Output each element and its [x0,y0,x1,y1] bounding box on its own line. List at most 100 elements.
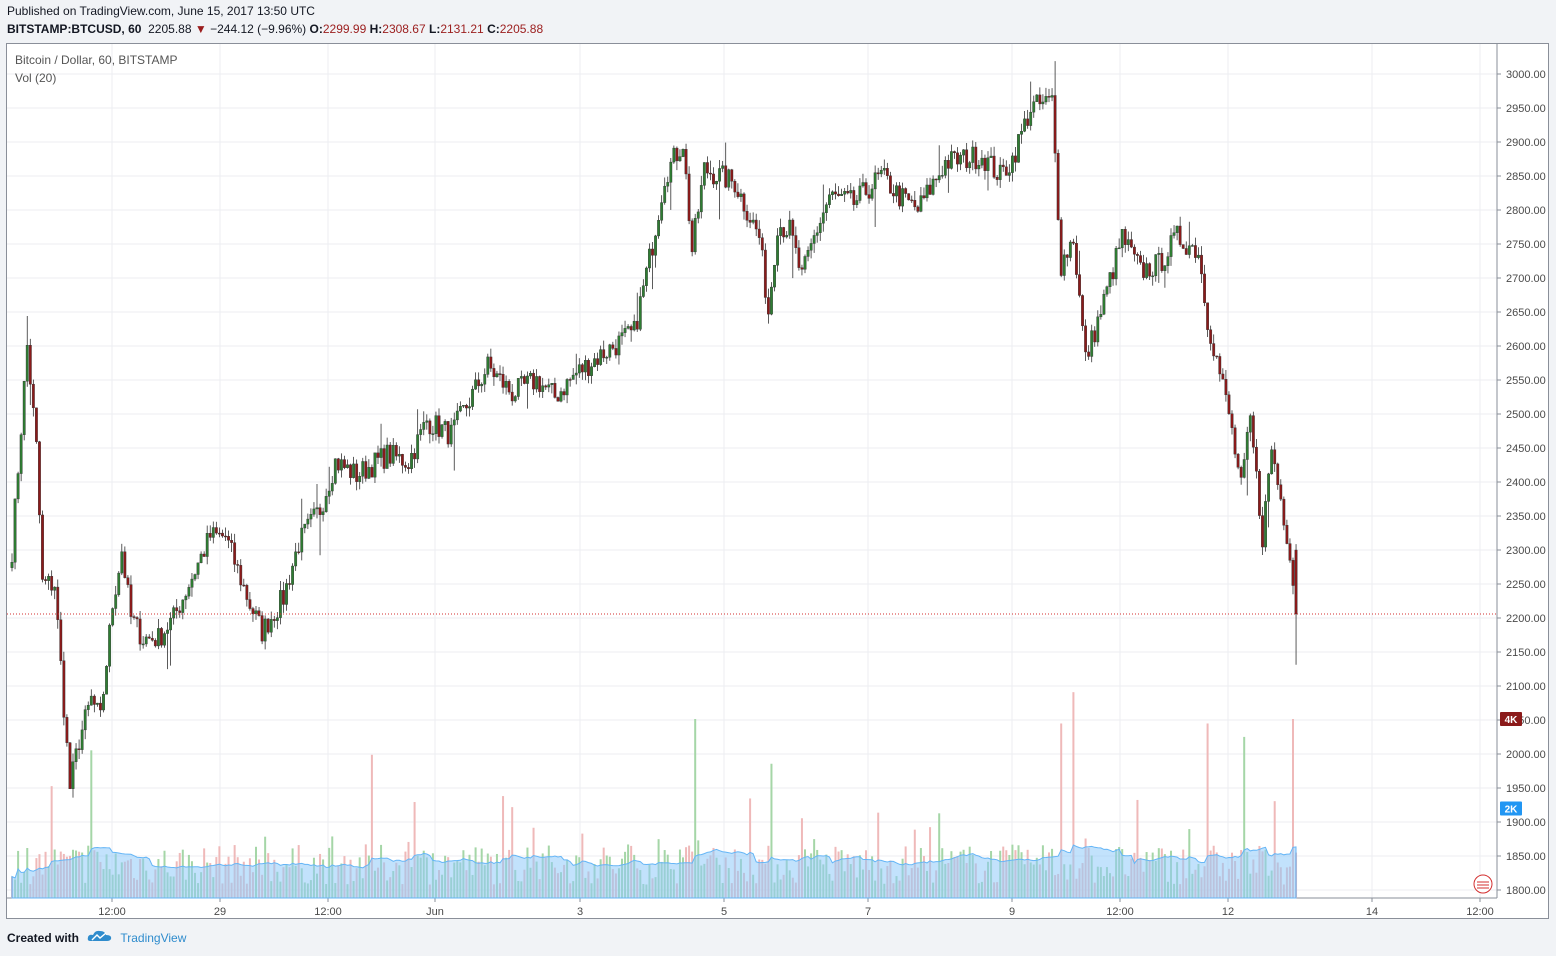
candle-up [312,502,316,517]
candle-down [1148,262,1152,281]
candle-body [263,618,267,642]
candle-down [221,529,224,538]
candle-body [678,156,682,162]
candle-body [855,200,859,205]
candle-down [995,175,999,186]
candle-body [553,383,557,398]
candle-body [1136,254,1139,256]
candle-up [486,353,490,378]
price-tick-label: 3000.00 [1506,69,1546,81]
candle-body [391,445,395,464]
candle-body [776,235,779,266]
grid [7,44,1497,898]
candle-down [724,142,728,189]
candle-down [364,455,368,482]
candle-body [1145,263,1149,278]
candle-down [41,510,44,583]
candle-body [892,193,895,197]
volume-bar [413,802,416,898]
series-legend: Bitcoin / Dollar, 60, BITSTAMP [15,53,178,67]
candle-down [217,527,221,538]
candle-body [824,204,828,213]
candle-up [263,615,267,650]
candle-body [303,523,307,529]
candle-down [477,372,481,393]
candle-up [776,228,779,272]
candle-body [474,379,477,390]
candle-up [80,720,84,754]
candle-body [452,419,456,426]
candle-body [1291,560,1295,586]
candle-up [779,218,783,245]
events-flag-icon[interactable] [1473,874,1493,894]
candle-up [998,157,1002,188]
candle-down [343,455,346,470]
candle-up [156,619,160,650]
candle-body [291,565,294,585]
candle-up [108,623,112,673]
candle-down [904,187,908,198]
candle-up [141,636,145,649]
volume-bar [370,754,373,898]
open-value: 2299.99 [322,22,367,36]
candle-up [739,188,743,202]
candle-up [71,753,75,798]
candle-down [272,615,276,628]
candle-up [773,264,776,292]
candle-up [89,689,93,706]
candle-body [1075,243,1078,275]
candle-up [654,234,657,268]
time-tick-label: 7 [865,906,871,918]
candle-body [1267,473,1271,502]
candle-body [1117,247,1121,250]
candle-up [901,182,905,213]
candle-up [1157,246,1161,283]
candle-body [492,368,496,378]
candle-body [65,717,69,743]
candle-body [349,464,352,478]
candle-body [19,434,23,474]
candle-up [172,605,176,625]
candle-up [47,573,51,590]
candle-down [507,379,511,395]
candle-body [946,160,950,169]
candle-body [199,553,203,564]
candle-up [940,165,944,179]
candle-up [962,149,966,163]
candle-body [1261,515,1264,548]
candle-down [754,213,758,237]
candle-down [257,606,261,617]
candle-up [550,382,554,394]
candle-up [1154,254,1158,282]
volume-bar [1273,801,1276,898]
candle-down [992,146,996,179]
candle-body [580,364,584,373]
candle-down [556,396,560,402]
candle-down [498,365,502,382]
candle-up [1017,134,1020,163]
candle-down [245,583,249,607]
candle-up [391,438,395,466]
candle-body [193,574,197,580]
candle-up [315,483,319,519]
candle-up [843,187,847,202]
candle-body [379,448,383,458]
candle-down [336,457,340,474]
candle-up [410,444,413,474]
tradingview-link[interactable]: TradingView [120,931,187,945]
candle-up [1108,271,1112,294]
candle-down [1075,235,1078,279]
candle-body [443,421,447,425]
chart-pane[interactable] [6,43,1549,919]
candle-down [1093,326,1097,347]
candle-body [523,376,526,384]
candle-body [382,448,386,469]
candle-down [934,178,938,188]
candle-body [483,374,487,385]
candle-down [1218,353,1222,382]
candle-down [175,599,179,619]
candle-up [462,405,465,409]
candle-down [132,614,136,620]
candle-up [449,417,453,447]
